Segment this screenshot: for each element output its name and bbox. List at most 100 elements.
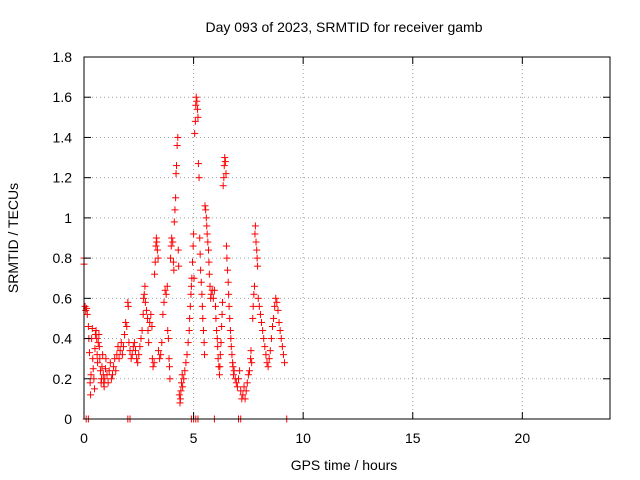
- data-point: [275, 318, 283, 326]
- data-point: [220, 162, 228, 170]
- data-point: [222, 170, 230, 178]
- data-point: [204, 238, 212, 246]
- y-tick-label: 0: [64, 411, 72, 427]
- data-point: [168, 234, 176, 242]
- data-point: [213, 327, 221, 335]
- data-point: [164, 335, 172, 343]
- data-point: [229, 363, 237, 371]
- data-point: [251, 222, 259, 230]
- data-point: [279, 351, 287, 359]
- data-point: [85, 349, 93, 357]
- data-point: [190, 274, 198, 282]
- data-point: [240, 383, 248, 391]
- data-point: [107, 375, 115, 383]
- data-point: [130, 339, 138, 347]
- data-point: [201, 202, 209, 210]
- data-point: [96, 367, 104, 375]
- data-point: [247, 347, 255, 355]
- data-point: [106, 359, 114, 367]
- data-point: [150, 359, 158, 367]
- data-point: [261, 343, 269, 351]
- data-point: [270, 314, 278, 322]
- data-point: [206, 282, 214, 290]
- data-point: [196, 250, 204, 258]
- data-point: [146, 318, 154, 326]
- data-point: [138, 327, 146, 335]
- data-point: [101, 375, 109, 383]
- data-point: [215, 371, 223, 379]
- data-point: [276, 327, 284, 335]
- data-point: [227, 343, 235, 351]
- data-point: [169, 238, 177, 246]
- data-point: [96, 355, 104, 363]
- data-point: [223, 254, 231, 262]
- data-point: [164, 327, 172, 335]
- data-point: [250, 290, 258, 298]
- data-point: [95, 331, 103, 339]
- data-point: [141, 298, 149, 306]
- x-tick-label: 20: [515, 430, 531, 446]
- data-point: [271, 302, 279, 310]
- data-point: [157, 351, 165, 359]
- data-point: [182, 359, 190, 367]
- data-point: [174, 133, 182, 141]
- data-point: [199, 327, 207, 335]
- data-point: [133, 355, 141, 363]
- data-point: [245, 367, 253, 375]
- data-point: [89, 355, 97, 363]
- data-point: [214, 355, 222, 363]
- data-point: [249, 314, 257, 322]
- data-point: [192, 93, 200, 101]
- data-point: [263, 359, 271, 367]
- data-point: [175, 391, 183, 399]
- data-point: [229, 371, 237, 379]
- data-point: [180, 375, 188, 383]
- data-point: [148, 322, 156, 330]
- data-point: [149, 363, 157, 371]
- data-point: [173, 141, 181, 149]
- data-point: [153, 246, 161, 254]
- data-point: [116, 347, 124, 355]
- data-point: [247, 355, 255, 363]
- data-point: [203, 230, 211, 238]
- data-point: [278, 343, 286, 351]
- data-point: [194, 105, 202, 113]
- x-tick-label: 5: [190, 430, 198, 446]
- data-point: [221, 158, 229, 166]
- data-point: [188, 258, 196, 266]
- data-point: [241, 395, 249, 403]
- data-point: [161, 286, 169, 294]
- data-point: [274, 306, 282, 314]
- data-point: [222, 242, 230, 250]
- data-point: [232, 379, 240, 387]
- x-axis-label: GPS time / hours: [291, 457, 398, 473]
- data-point: [190, 230, 198, 238]
- y-tick-label: 1.2: [53, 170, 73, 186]
- data-point: [183, 351, 191, 359]
- data-point: [123, 322, 131, 330]
- data-point: [266, 347, 274, 355]
- data-point: [171, 206, 179, 214]
- data-point: [90, 375, 98, 383]
- data-point: [119, 343, 127, 351]
- data-point: [243, 379, 251, 387]
- data-point: [203, 222, 211, 230]
- data-point: [218, 322, 226, 330]
- data-point: [87, 391, 95, 399]
- data-point: [227, 335, 235, 343]
- data-point: [136, 343, 144, 351]
- data-point: [118, 351, 126, 359]
- data-point: [84, 322, 92, 330]
- data-point: [259, 327, 267, 335]
- data-point: [112, 367, 120, 375]
- data-point: [148, 355, 156, 363]
- data-point: [213, 335, 221, 343]
- data-point: [137, 335, 145, 343]
- data-point: [144, 327, 152, 335]
- data-point: [108, 371, 116, 379]
- data-point: [167, 254, 175, 262]
- data-point: [117, 339, 125, 347]
- data-point: [129, 343, 137, 351]
- data-point: [184, 339, 192, 347]
